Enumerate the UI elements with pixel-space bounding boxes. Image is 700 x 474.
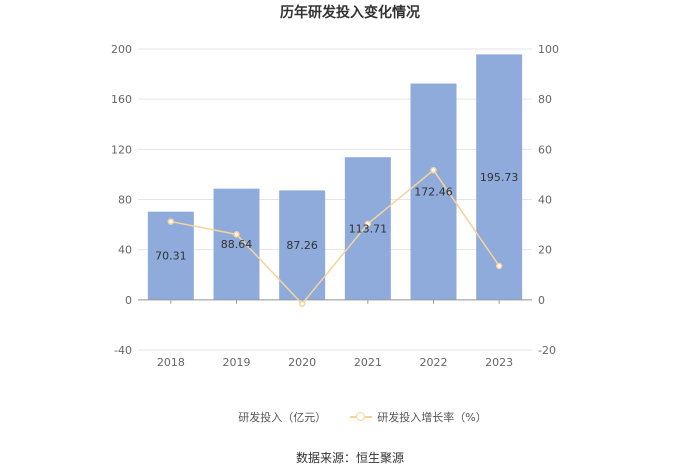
y-right-tick-label: 40 — [538, 194, 552, 207]
legend-item-bar[interactable]: 研发投入（亿元） — [213, 409, 326, 425]
x-tick-label: 2019 — [223, 356, 251, 369]
bar — [213, 188, 260, 300]
x-tick-label: 2022 — [420, 356, 448, 369]
y-right-tick-label: 80 — [538, 93, 552, 106]
x-tick-label: 2020 — [288, 356, 316, 369]
bar-value-label: 113.71 — [349, 223, 388, 236]
x-tick-label: 2023 — [485, 356, 513, 369]
growth-point — [495, 262, 503, 270]
y-right-tick-label: 100 — [538, 43, 559, 56]
growth-line — [170, 169, 500, 305]
bar-value-label: 88.64 — [221, 238, 253, 251]
bar — [476, 54, 523, 300]
y-left-tick-label: 160 — [111, 93, 132, 106]
growth-point — [364, 220, 372, 228]
bar — [147, 211, 194, 300]
y-left-tick-label: 200 — [111, 43, 132, 56]
y-left-tick-label: 120 — [111, 143, 132, 156]
y-left-tick-label: 40 — [118, 244, 132, 257]
y-left-tick-label: 80 — [118, 194, 132, 207]
bar-value-label: 87.26 — [286, 239, 318, 252]
chart-legend: 研发投入（亿元） 研发投入增长率（%） — [0, 409, 700, 425]
legend-bar-swatch — [213, 411, 233, 423]
y-right-tick-label: 60 — [538, 143, 552, 156]
bar-value-label: 172.46 — [414, 186, 453, 199]
bar — [344, 157, 391, 300]
growth-point — [167, 218, 175, 225]
legend-item-line[interactable]: 研发投入增长率（%） — [350, 409, 487, 425]
data-source: 数据来源：恒生聚源 — [295, 451, 404, 465]
y-left-tick-label: -40 — [114, 344, 132, 357]
bar-value-label: 195.73 — [480, 171, 519, 184]
legend-bar-label: 研发投入（亿元） — [238, 411, 327, 424]
bar — [279, 190, 326, 300]
x-tick-label: 2018 — [157, 356, 185, 369]
bar-value-label: 70.31 — [155, 250, 187, 263]
y-right-tick-label: 0 — [538, 294, 545, 307]
y-right-tick-label: -20 — [538, 344, 556, 357]
y-right-tick-label: 20 — [538, 244, 552, 257]
x-tick-label: 2021 — [354, 356, 382, 369]
growth-point — [298, 300, 306, 308]
y-left-tick-label: 0 — [125, 294, 132, 307]
legend-line-label: 研发投入增长率（%） — [377, 411, 487, 424]
growth-point — [430, 166, 437, 174]
growth-point — [233, 231, 240, 238]
chart-title: 历年研发投入变化情况 — [280, 5, 420, 21]
legend-line-swatch — [350, 411, 373, 423]
